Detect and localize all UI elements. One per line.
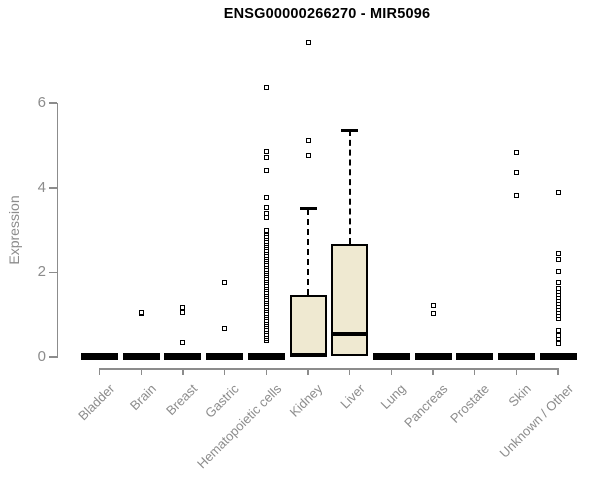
- outlier-point: [263, 85, 269, 91]
- flat-box-hematopoietic-cells: [247, 352, 285, 360]
- x-tick: [473, 368, 476, 375]
- outlier-point: [263, 154, 269, 160]
- outlier-point: [263, 194, 269, 200]
- y-tick-label: 0: [37, 348, 46, 365]
- outlier-point: [263, 167, 269, 173]
- y-tick: [48, 271, 57, 274]
- outlier-point: [222, 279, 228, 285]
- x-category-label: Liver: [336, 381, 368, 412]
- x-tick: [432, 368, 434, 375]
- outlier-point: [513, 149, 519, 155]
- median-line-kidney: [290, 352, 326, 357]
- outlier-point: [555, 269, 561, 275]
- y-tick-label: 4: [37, 178, 46, 196]
- outlier-point: [513, 170, 519, 176]
- outlier-point: [180, 304, 186, 310]
- flat-box-gastric: [206, 352, 244, 360]
- outlier-point: [555, 257, 561, 263]
- outlier-point: [555, 280, 561, 286]
- x-tick: [98, 368, 101, 375]
- upper-whisker-kidney: [307, 208, 309, 295]
- flat-box-unknown-other: [539, 352, 577, 360]
- outlier-point: [305, 39, 311, 45]
- outlier-point: [263, 210, 269, 216]
- outlier-point: [180, 309, 186, 315]
- upper-whisker-cap-kidney: [299, 207, 317, 210]
- y-tick-label: 6: [37, 94, 46, 112]
- outlier-point: [305, 153, 311, 159]
- x-category-label: Bladder: [74, 381, 118, 424]
- outlier-point: [263, 149, 269, 155]
- x-category-label: Unknown / Other: [496, 381, 576, 461]
- chart-title: ENSG00000266270 - MIR5096: [223, 6, 431, 22]
- flat-box-skin: [497, 352, 535, 360]
- outlier-point: [222, 325, 228, 331]
- outlier-point: [263, 215, 269, 221]
- x-category-label: Kidney: [286, 381, 326, 420]
- x-category-label: Gastric: [202, 381, 243, 421]
- x-tick: [348, 368, 351, 375]
- flat-box-brain: [122, 352, 160, 360]
- upper-whisker-cap-liver: [341, 129, 359, 132]
- flat-box-prostate: [456, 352, 494, 360]
- outlier-point: [430, 310, 436, 316]
- upper-whisker-liver: [348, 130, 351, 244]
- x-tick: [265, 368, 268, 375]
- outlier-point: [180, 339, 186, 345]
- y-axis-label: Expression: [6, 195, 22, 265]
- outlier-point: [555, 328, 561, 334]
- y-axis-line: [56, 103, 58, 358]
- flat-box-lung: [372, 352, 410, 360]
- flat-box-bladder: [81, 352, 119, 360]
- outlier-point: [430, 303, 436, 309]
- y-tick: [48, 187, 57, 189]
- x-category-label: Skin: [505, 381, 535, 410]
- outlier-point: [513, 193, 519, 199]
- x-category-label: Breast: [163, 381, 201, 419]
- outlier-point: [263, 227, 269, 233]
- x-tick: [182, 368, 184, 375]
- x-category-label: Prostate: [447, 381, 493, 426]
- outlier-point: [555, 251, 561, 257]
- flat-box-breast: [164, 352, 202, 360]
- box-liver: [331, 243, 369, 356]
- y-tick: [48, 102, 57, 104]
- box-kidney: [289, 294, 327, 357]
- x-category-label: Pancreas: [401, 381, 451, 431]
- x-category-label: Lung: [377, 381, 409, 413]
- x-tick: [140, 368, 143, 375]
- outlier-point: [263, 205, 269, 211]
- outlier-point: [555, 285, 561, 291]
- x-axis-line: [99, 368, 560, 370]
- x-tick: [515, 368, 518, 375]
- flat-box-pancreas: [414, 352, 452, 360]
- outlier-point: [555, 190, 561, 196]
- x-tick: [307, 368, 309, 375]
- y-tick: [48, 356, 57, 358]
- x-tick: [223, 368, 226, 375]
- outlier-point: [138, 309, 144, 315]
- x-category-label: Brain: [126, 381, 159, 414]
- y-tick-label: 2: [37, 263, 46, 281]
- x-tick: [390, 368, 393, 375]
- x-tick: [557, 368, 559, 375]
- median-line-liver: [332, 331, 368, 336]
- outlier-point: [305, 137, 311, 143]
- outlier-point: [555, 340, 561, 346]
